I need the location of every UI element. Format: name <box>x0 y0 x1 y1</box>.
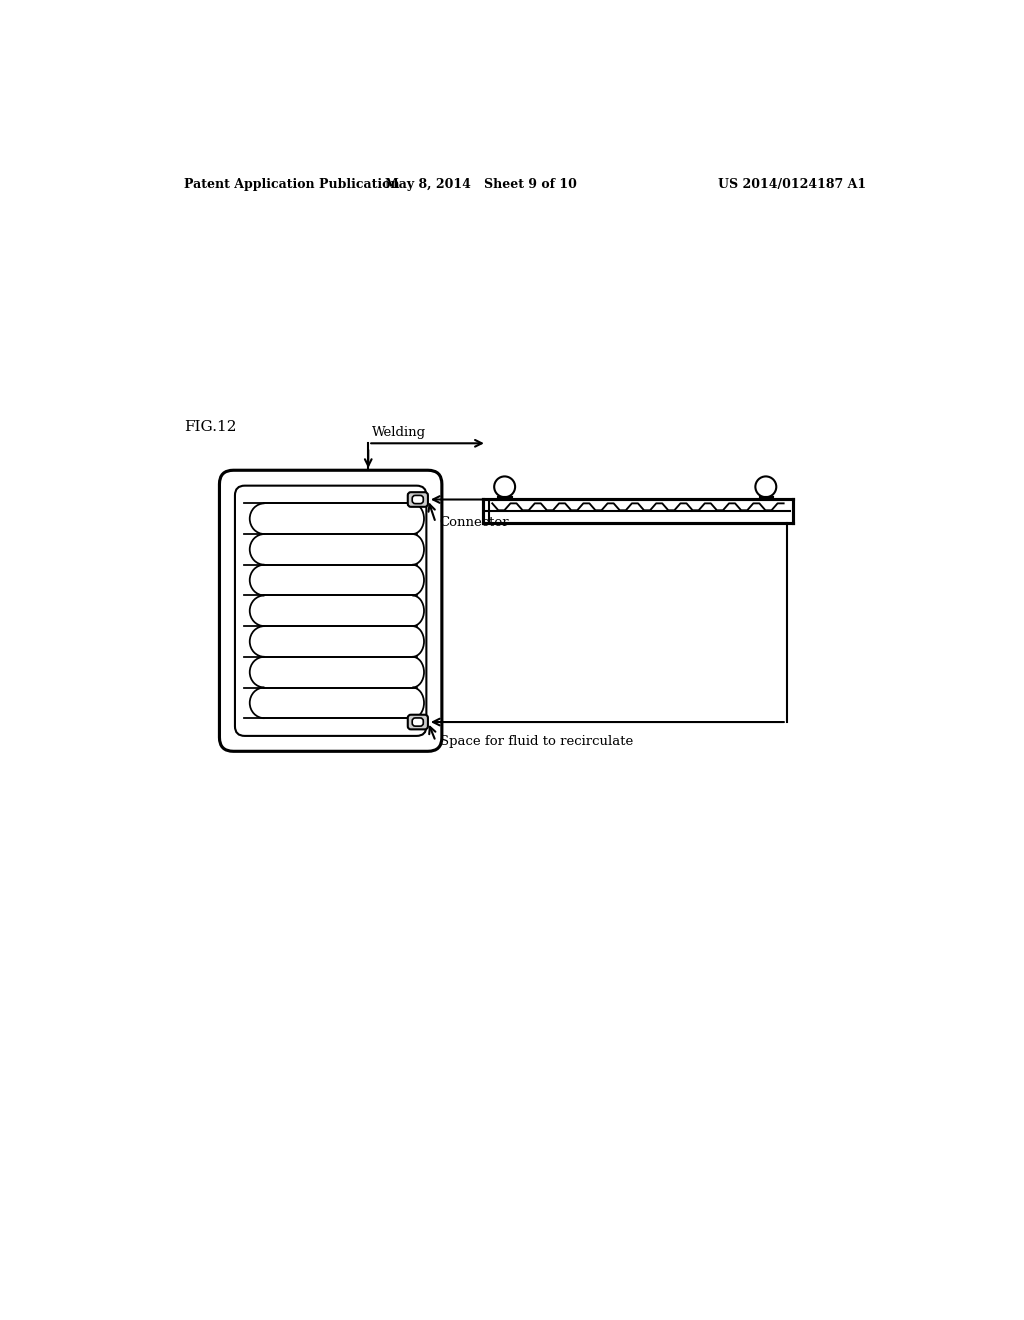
Text: May 8, 2014   Sheet 9 of 10: May 8, 2014 Sheet 9 of 10 <box>385 178 577 190</box>
FancyBboxPatch shape <box>408 714 428 730</box>
Circle shape <box>495 477 515 498</box>
FancyBboxPatch shape <box>219 470 442 751</box>
FancyBboxPatch shape <box>234 486 426 737</box>
Circle shape <box>756 477 776 498</box>
Text: FIG.12: FIG.12 <box>183 420 237 434</box>
FancyBboxPatch shape <box>408 492 428 507</box>
Text: US 2014/0124187 A1: US 2014/0124187 A1 <box>718 178 866 190</box>
Text: Patent Application Publication: Patent Application Publication <box>183 178 399 190</box>
Text: Welding: Welding <box>372 426 426 440</box>
FancyBboxPatch shape <box>413 495 423 504</box>
FancyBboxPatch shape <box>413 718 423 726</box>
Text: Connector: Connector <box>439 516 509 529</box>
Text: Space for fluid to recirculate: Space for fluid to recirculate <box>439 735 633 748</box>
